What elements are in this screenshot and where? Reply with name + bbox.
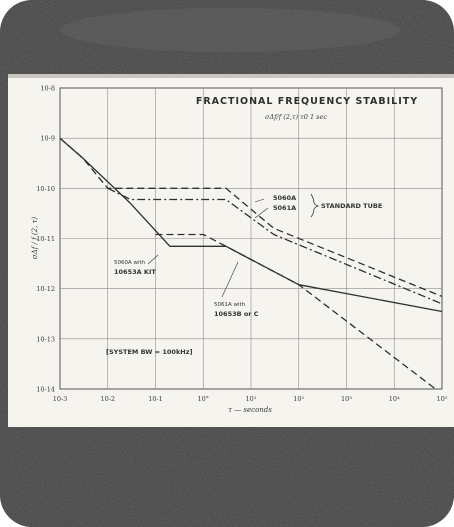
label-5061a: 5061A [273,204,296,212]
x-tick-label: 10-2 [100,395,115,403]
x-tick-label: 10-1 [148,395,163,403]
x-axis-label: τ — seconds [228,406,272,414]
x-tick-label: 10² [293,395,304,403]
label-kit-line2: 10653A KIT [114,268,156,276]
y-axis-label: σΔf / f (2, τ) [31,217,39,260]
y-tick-label: 10-12 [36,285,55,293]
x-tick-label: 10³ [341,395,352,403]
grid [60,88,442,389]
tick-labels: 10-3 10-2 10-1 10° 10¹ 10² 10³ 10⁴ 10⁵ 10-8 10-9 10… [36,85,448,404]
frame-highlight [60,8,400,52]
series-line-4 [155,233,437,389]
chart-title: FRACTIONAL FREQUENCY STABILITY [196,96,418,107]
label-b-line2: 10653B or C [214,310,259,318]
label-kit-line1: 5060A with [114,260,146,266]
x-tick-label: 10⁵ [437,395,448,403]
series-group [60,137,442,389]
x-tick-label: 10-3 [53,395,68,403]
x-tick-label: 10° [197,395,209,403]
y-tick-label: 10-14 [36,386,55,394]
x-tick-label: 10¹ [246,395,257,403]
y-tick-label: 10-9 [40,135,55,143]
y-tick-label: 10-13 [36,335,55,343]
label-system-bw: [SYSTEM BW = 100kHz] [106,348,193,356]
label-b-line1: 5061A with [214,302,246,308]
chart-subtitle: σΔf/f (2,τ) τ0 1 sec [265,113,327,121]
y-tick-label: 10-10 [36,185,55,193]
leader-5060a [254,198,265,203]
label-5060a: 5060A [273,194,296,202]
brace [310,193,320,218]
y-tick-label: 10-11 [36,235,55,243]
leader-b [221,261,239,298]
paper-edge [8,74,454,78]
leader-kit [147,254,159,265]
leader-5061a [254,207,269,219]
label-standard-tube: STANDARD TUBE [321,202,382,210]
paper [8,74,454,427]
y-tick-label: 10-8 [40,85,55,93]
x-tick-label: 10⁴ [389,395,400,403]
